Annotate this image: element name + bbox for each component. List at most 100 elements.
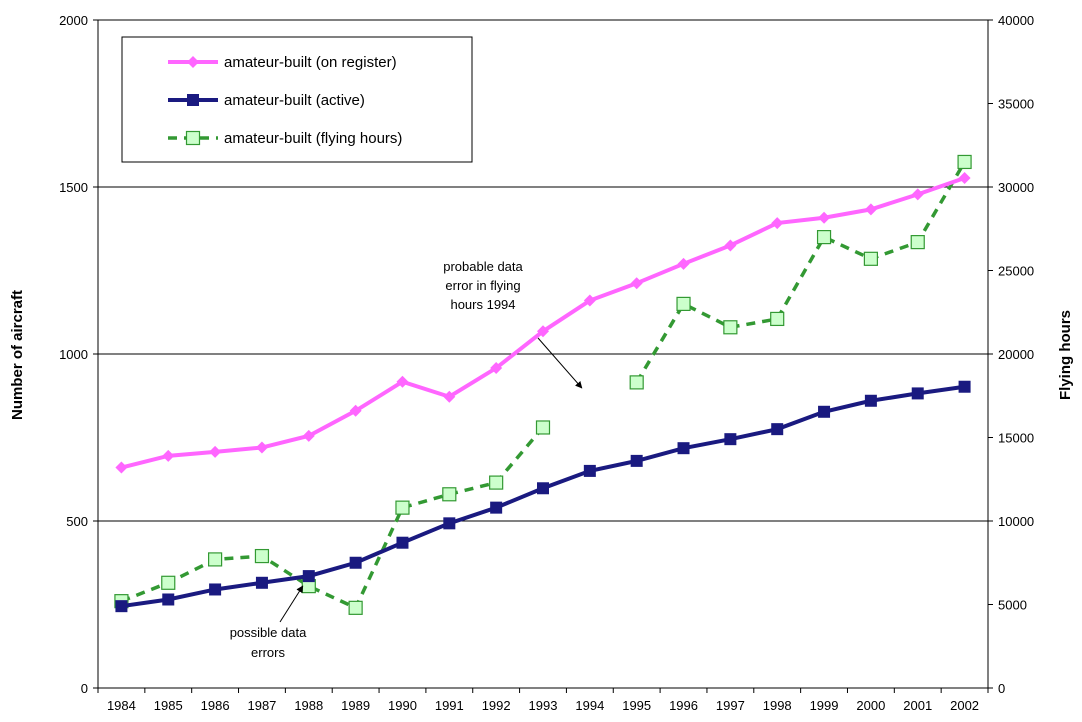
legend-label: amateur-built (flying hours): [224, 130, 402, 147]
data-point: [349, 556, 362, 569]
annotation-text: possible data: [230, 625, 307, 640]
y2-tick-label: 5000: [998, 598, 1027, 613]
data-point: [443, 390, 456, 403]
y-tick-label: 1500: [59, 180, 88, 195]
data-point: [911, 188, 924, 201]
x-tick-label: 1999: [810, 698, 839, 713]
data-point: [490, 501, 503, 514]
data-point: [443, 517, 456, 530]
series-2: [115, 380, 971, 613]
y-tick-label: 2000: [59, 13, 88, 28]
data-point: [255, 441, 268, 454]
series-layer: [114, 154, 972, 615]
y-tick-label: 1000: [59, 347, 88, 362]
y2-tick-label: 30000: [998, 180, 1034, 195]
x-tick-label: 1994: [575, 698, 604, 713]
data-point: [818, 405, 831, 418]
y-tick-label: 0: [81, 681, 88, 696]
y2-tick-label: 35000: [998, 97, 1034, 112]
data-point: [396, 536, 409, 549]
data-point: [771, 423, 784, 436]
gridlines: [98, 19, 988, 522]
annotation-text: probable data: [443, 259, 523, 274]
series-3: [114, 154, 972, 615]
x-tick-label: 1991: [435, 698, 464, 713]
data-point: [863, 251, 878, 266]
data-point: [677, 257, 690, 270]
data-point: [957, 154, 972, 170]
x-tick-label: 1996: [669, 698, 698, 713]
data-point: [629, 375, 644, 390]
data-point: [209, 583, 222, 596]
data-point: [115, 461, 128, 474]
data-point: [770, 311, 785, 327]
x-tick-label: 1997: [716, 698, 745, 713]
y2-axis-label: Flying hours: [1057, 310, 1074, 400]
series-line: [635, 161, 967, 384]
axes: [93, 19, 993, 693]
x-tick-label: 1993: [529, 698, 558, 713]
data-point: [348, 600, 363, 615]
data-point: [442, 487, 457, 502]
data-point: [395, 500, 410, 515]
annotation-text: hours 1994: [450, 297, 515, 312]
y2-tick-label: 15000: [998, 431, 1034, 446]
data-point: [816, 230, 832, 245]
data-point: [724, 433, 737, 446]
annotation-arrow: [537, 337, 583, 389]
data-point: [724, 239, 737, 252]
series-1: [115, 171, 971, 474]
x-tick-label: 2001: [903, 698, 932, 713]
data-point: [302, 570, 315, 583]
data-point: [254, 548, 270, 564]
data-point: [583, 464, 596, 477]
y2-tick-label: 40000: [998, 13, 1034, 28]
data-point: [677, 442, 690, 455]
legend-item: amateur-built (on register): [168, 54, 397, 71]
x-axis-tick-labels: 1984 1985 1986 1987 1988 1989 1990 1991 1992 1993…: [107, 698, 979, 713]
data-point: [537, 482, 549, 495]
x-tick-label: 1998: [763, 698, 792, 713]
data-point: [911, 387, 924, 400]
y-tick-label: 500: [66, 514, 88, 529]
annotation-arrow: [279, 585, 304, 623]
data-point: [209, 445, 222, 458]
x-tick-label: 2000: [856, 698, 885, 713]
annotation-text: error in flying: [445, 278, 520, 293]
y2-tick-label: 25000: [998, 264, 1034, 279]
legend-item: amateur-built (active): [168, 92, 365, 109]
data-point: [723, 320, 738, 335]
legend: amateur-built (on register) amateur-built…: [121, 36, 473, 163]
series-line: [120, 426, 545, 611]
data-point: [910, 235, 925, 250]
legend-item: amateur-built (flying hours): [168, 130, 402, 147]
x-tick-label: 1986: [201, 698, 230, 713]
x-tick-label: 1992: [482, 698, 511, 713]
data-point: [958, 380, 971, 393]
x-tick-label: 1988: [294, 698, 323, 713]
x-tick-label: 1989: [341, 698, 370, 713]
data-point: [161, 575, 176, 590]
data-point: [162, 593, 175, 606]
data-point: [630, 277, 643, 290]
x-tick-label: 1995: [622, 698, 651, 713]
data-point: [583, 294, 596, 307]
y2-tick-label: 10000: [998, 514, 1034, 529]
y-axis-label: Number of aircraft: [9, 290, 26, 420]
data-point: [818, 211, 831, 224]
y2-axis-tick-labels: 0 5000 10000 15000 20000 25000 30000 35000 40000: [998, 13, 1034, 696]
data-point: [537, 325, 549, 338]
data-point: [255, 576, 268, 589]
data-point: [187, 56, 199, 68]
data-point: [771, 217, 784, 230]
data-point: [185, 130, 201, 146]
data-point: [115, 600, 128, 613]
data-point: [396, 375, 409, 388]
data-point: [864, 203, 877, 216]
data-point: [676, 296, 691, 311]
data-point: [535, 420, 551, 435]
y2-tick-label: 20000: [998, 347, 1034, 362]
data-point: [302, 429, 315, 442]
data-point: [349, 404, 362, 417]
